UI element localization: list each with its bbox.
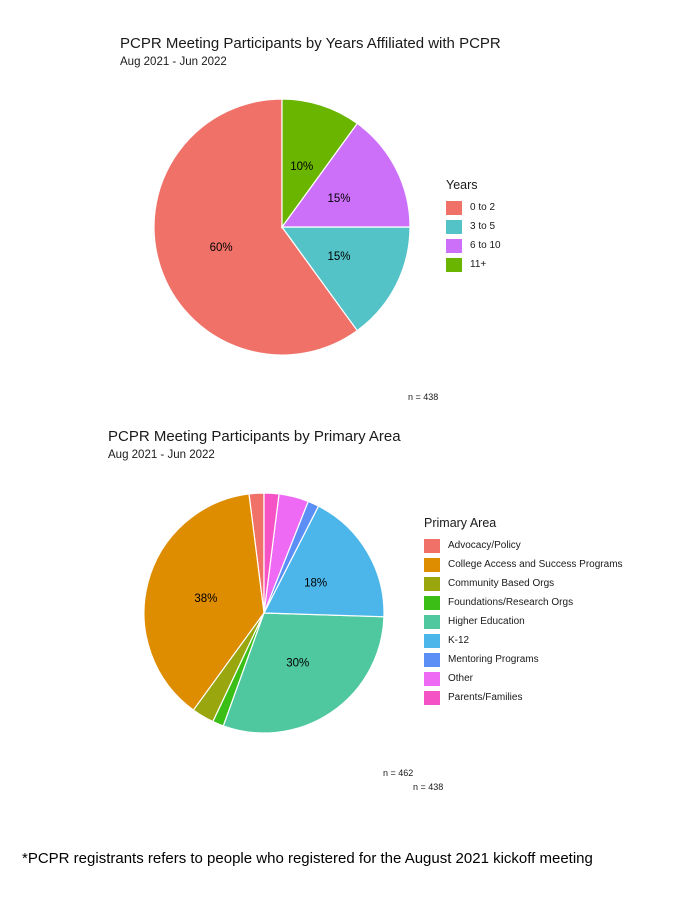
legend-swatch <box>424 633 440 648</box>
chart2-subtitle: Aug 2021 - Jun 2022 <box>108 449 215 461</box>
chart2-legend: Primary Area Advocacy/Policy College Acce… <box>424 516 623 707</box>
legend-swatch <box>424 557 440 572</box>
chart1-legend: Years 0 to 2 3 to 5 6 to 10 11+ <box>446 178 501 274</box>
chart1-pie: 60% 15% 15% 10% <box>153 98 411 356</box>
chart2-legend-title: Primary Area <box>424 516 497 530</box>
legend-swatch <box>424 576 440 591</box>
pie-slice-6-to-10 <box>280 122 411 228</box>
legend-label: Foundations/Research Orgs <box>448 597 574 608</box>
legend-label: Advocacy/Policy <box>448 540 521 551</box>
legend-item: 6 to 10 <box>446 236 501 255</box>
pie-slice-college-access-and-success-programs <box>143 493 265 711</box>
legend-swatch <box>424 595 440 610</box>
legend-item: 3 to 5 <box>446 217 501 236</box>
legend-label: 0 to 2 <box>470 202 496 213</box>
chart1-title: PCPR Meeting Participants by Years Affil… <box>120 35 501 52</box>
chart2-title: PCPR Meeting Participants by Primary Are… <box>108 428 401 445</box>
slice-value-label: 60% <box>210 242 233 254</box>
legend-swatch <box>424 652 440 667</box>
legend-swatch <box>446 238 462 253</box>
legend-label: College Access and Success Programs <box>448 559 623 570</box>
legend-label: K-12 <box>448 635 470 646</box>
legend-swatch <box>424 538 440 553</box>
footnote: *PCPR registrants refers to people who r… <box>22 850 593 867</box>
legend-item: 11+ <box>446 255 501 274</box>
pie-slice-higher-education <box>222 612 385 734</box>
slice-value-label: 15% <box>328 251 351 263</box>
legend-swatch <box>446 257 462 272</box>
pie-slice-3-to-5 <box>280 226 411 332</box>
legend-label: 3 to 5 <box>470 221 496 232</box>
legend-item: Higher Education <box>424 612 623 631</box>
legend-item: College Access and Success Programs <box>424 555 623 574</box>
legend-item: Community Based Orgs <box>424 574 623 593</box>
legend-item: Mentoring Programs <box>424 650 623 669</box>
slice-value-label: 10% <box>290 161 313 173</box>
legend-swatch <box>424 671 440 686</box>
pie-slice-parents-families <box>263 492 280 614</box>
legend-label: Higher Education <box>448 616 525 627</box>
slice-value-label: 30% <box>286 658 309 670</box>
legend-label: Other <box>448 673 474 684</box>
chart1-subtitle: Aug 2021 - Jun 2022 <box>120 56 227 68</box>
legend-label: Parents/Families <box>448 692 523 703</box>
legend-swatch <box>424 614 440 629</box>
legend-label: Community Based Orgs <box>448 578 555 589</box>
chart1-n-note: n = 438 <box>408 392 439 402</box>
legend-swatch <box>446 200 462 215</box>
legend-item: Foundations/Research Orgs <box>424 593 623 612</box>
slice-value-label: 15% <box>328 193 351 205</box>
pie-slice-11- <box>281 98 359 229</box>
legend-item: Other <box>424 669 623 688</box>
pie-slice-k-12 <box>263 505 385 618</box>
legend-item: Advocacy/Policy <box>424 536 623 555</box>
legend-swatch <box>424 690 440 705</box>
chart2-pie: 38% 30% 18% <box>143 492 385 734</box>
legend-item: 0 to 2 <box>446 198 501 217</box>
legend-label: 11+ <box>470 259 487 270</box>
legend-label: Mentoring Programs <box>448 654 539 665</box>
legend-item: K-12 <box>424 631 623 650</box>
legend-swatch <box>446 219 462 234</box>
chart2-n-note-1: n = 462 <box>383 768 414 778</box>
slice-value-label: 38% <box>194 593 217 605</box>
legend-item: Parents/Families <box>424 688 623 707</box>
pie-slice-0-to-2 <box>153 98 359 356</box>
legend-label: 6 to 10 <box>470 240 501 251</box>
chart2-n-note-2: n = 438 <box>413 782 444 792</box>
slice-value-label: 18% <box>304 577 327 589</box>
chart1-legend-title: Years <box>446 178 478 192</box>
